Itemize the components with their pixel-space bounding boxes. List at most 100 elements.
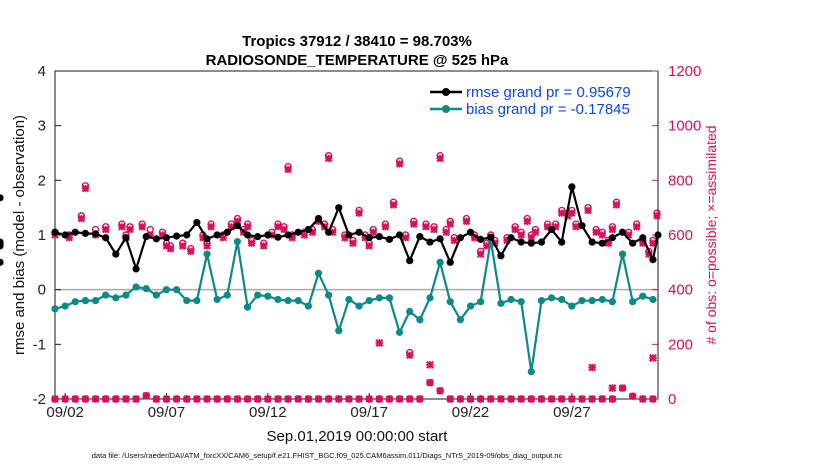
rmse-point xyxy=(395,231,404,239)
bias-point xyxy=(588,297,596,305)
obs-assimilated-point xyxy=(314,395,323,403)
obs-assimilated-point xyxy=(71,395,80,403)
x-tick-label: 09/27 xyxy=(553,404,591,421)
rmse-point xyxy=(426,238,434,246)
bias-point xyxy=(416,316,424,324)
x-tick-label: 09/22 xyxy=(452,404,490,421)
bias-point xyxy=(639,292,647,300)
obs-assimilated-point xyxy=(608,384,617,393)
bias-point xyxy=(243,303,252,311)
obs-assimilated-point xyxy=(334,395,343,403)
obs-assimilated-point xyxy=(118,223,126,231)
bias-point xyxy=(406,307,414,316)
legend-bias-marker xyxy=(442,105,450,113)
y-right-tick-label: 1000 xyxy=(668,118,701,135)
obs-assimilated-point xyxy=(409,220,418,228)
rmse-point xyxy=(314,215,323,223)
rmse-point xyxy=(152,235,160,243)
obs-assimilated-point xyxy=(304,395,313,403)
obs-assimilated-point xyxy=(77,214,86,223)
bias-point xyxy=(345,295,353,304)
obs-assimilated-point xyxy=(284,395,292,403)
obs-assimilated-point xyxy=(122,395,130,403)
bias-point xyxy=(91,297,100,305)
bias-point xyxy=(193,297,201,305)
bias-point xyxy=(102,291,110,299)
obs-assimilated-point xyxy=(430,225,438,234)
bias-point xyxy=(71,298,79,306)
obs-assimilated-point xyxy=(436,387,444,395)
obs-assimilated-point xyxy=(604,239,613,247)
bias-point xyxy=(497,299,505,307)
bias-point xyxy=(304,302,312,310)
plot-area xyxy=(54,70,659,400)
bias-point xyxy=(183,297,191,305)
obs-assimilated-point xyxy=(450,236,459,245)
obs-assimilated-point xyxy=(274,223,282,231)
rmse-point xyxy=(375,233,383,241)
y-tick-label: 1 xyxy=(38,227,46,244)
bias-point xyxy=(618,250,627,258)
legend: rmse grand pr = 0.95679 bias grand pr = … xyxy=(430,84,631,118)
obs-assimilated-point xyxy=(395,395,404,403)
bias-point xyxy=(173,286,181,294)
rmse-point xyxy=(91,230,100,238)
rmse-point xyxy=(223,228,231,236)
obs-assimilated-point xyxy=(355,395,363,403)
rmse-point xyxy=(517,238,525,246)
rmse-point xyxy=(325,228,333,236)
obs-assimilated-point xyxy=(253,395,262,403)
obs-assimilated-point xyxy=(365,395,373,403)
y-right-tick-label: 600 xyxy=(668,227,693,244)
bias-point xyxy=(568,302,576,310)
obs-assimilated-point xyxy=(446,395,455,403)
rmse-point xyxy=(102,234,110,242)
x-tick-label: 09/17 xyxy=(350,404,388,421)
rmse-point xyxy=(355,228,363,236)
obs-assimilated-point xyxy=(588,363,597,372)
bias-point xyxy=(547,294,556,302)
obs-assimilated-point xyxy=(345,395,353,403)
rmse-point xyxy=(345,231,353,239)
rmse-point xyxy=(193,218,201,227)
obs-assimilated-point xyxy=(207,223,215,231)
bias-point xyxy=(152,291,160,299)
obs-assimilated-point xyxy=(365,242,373,250)
rmse-point xyxy=(654,231,662,239)
obs-assimilated-point xyxy=(243,223,252,231)
bias-point xyxy=(649,295,657,304)
obs-assimilated-point xyxy=(557,209,566,217)
obs-assimilated-point xyxy=(511,225,519,234)
rmse-point xyxy=(436,235,444,243)
rmse-point xyxy=(274,233,282,241)
rmse-point xyxy=(416,233,424,241)
rmse-point xyxy=(497,252,505,260)
bias-point xyxy=(456,316,464,324)
obs-assimilated-point xyxy=(436,154,444,163)
obs-assimilated-point xyxy=(274,395,282,403)
legend-bias-label: bias grand pr = -0.17845 xyxy=(466,101,630,118)
y-axis-label: rmse and bias (model - observation) xyxy=(11,115,28,355)
bias-point xyxy=(395,328,404,336)
legend-rmse-marker xyxy=(442,88,450,96)
obs-assimilated-point xyxy=(126,225,134,234)
rmse-point xyxy=(537,238,546,246)
obs-assimilated-point xyxy=(568,209,576,217)
obs-assimilated-point xyxy=(101,395,110,403)
obs-assimilated-point xyxy=(300,231,309,239)
rmse-point xyxy=(142,233,150,241)
obs-assimilated-point xyxy=(247,239,256,247)
chart-subtitle: RADIOSONDE_TEMPERATURE @ 525 hPa xyxy=(206,52,509,69)
obs-assimilated-point xyxy=(507,395,515,403)
obs-assimilated-point xyxy=(517,231,525,239)
obs-assimilated-point xyxy=(264,395,272,403)
rmse-point xyxy=(547,225,556,234)
rmse-point xyxy=(0,194,4,202)
obs-assimilated-point xyxy=(632,223,641,231)
obs-assimilated-point xyxy=(523,217,532,226)
rmse-point xyxy=(264,231,272,239)
bias-point xyxy=(223,291,231,299)
obs-assimilated-point xyxy=(598,395,607,403)
bias-point xyxy=(537,297,546,305)
rmse-point xyxy=(527,239,535,247)
